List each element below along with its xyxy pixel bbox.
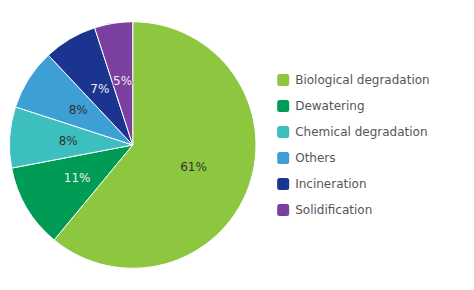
svg-text:Chemical degradation: Chemical degradation [295, 125, 427, 139]
svg-text:8%: 8% [59, 134, 78, 148]
svg-text:7%: 7% [90, 82, 109, 96]
svg-text:61%: 61% [180, 160, 207, 174]
svg-text:Solidification: Solidification [295, 203, 372, 217]
svg-text:Incineration: Incineration [295, 177, 366, 191]
svg-text:Dewatering: Dewatering [295, 99, 364, 113]
svg-text:11%: 11% [64, 171, 91, 185]
svg-text:5%: 5% [113, 74, 132, 88]
svg-text:Others: Others [295, 151, 335, 165]
svg-text:Biological degradation: Biological degradation [295, 73, 430, 87]
svg-text:8%: 8% [69, 103, 88, 117]
